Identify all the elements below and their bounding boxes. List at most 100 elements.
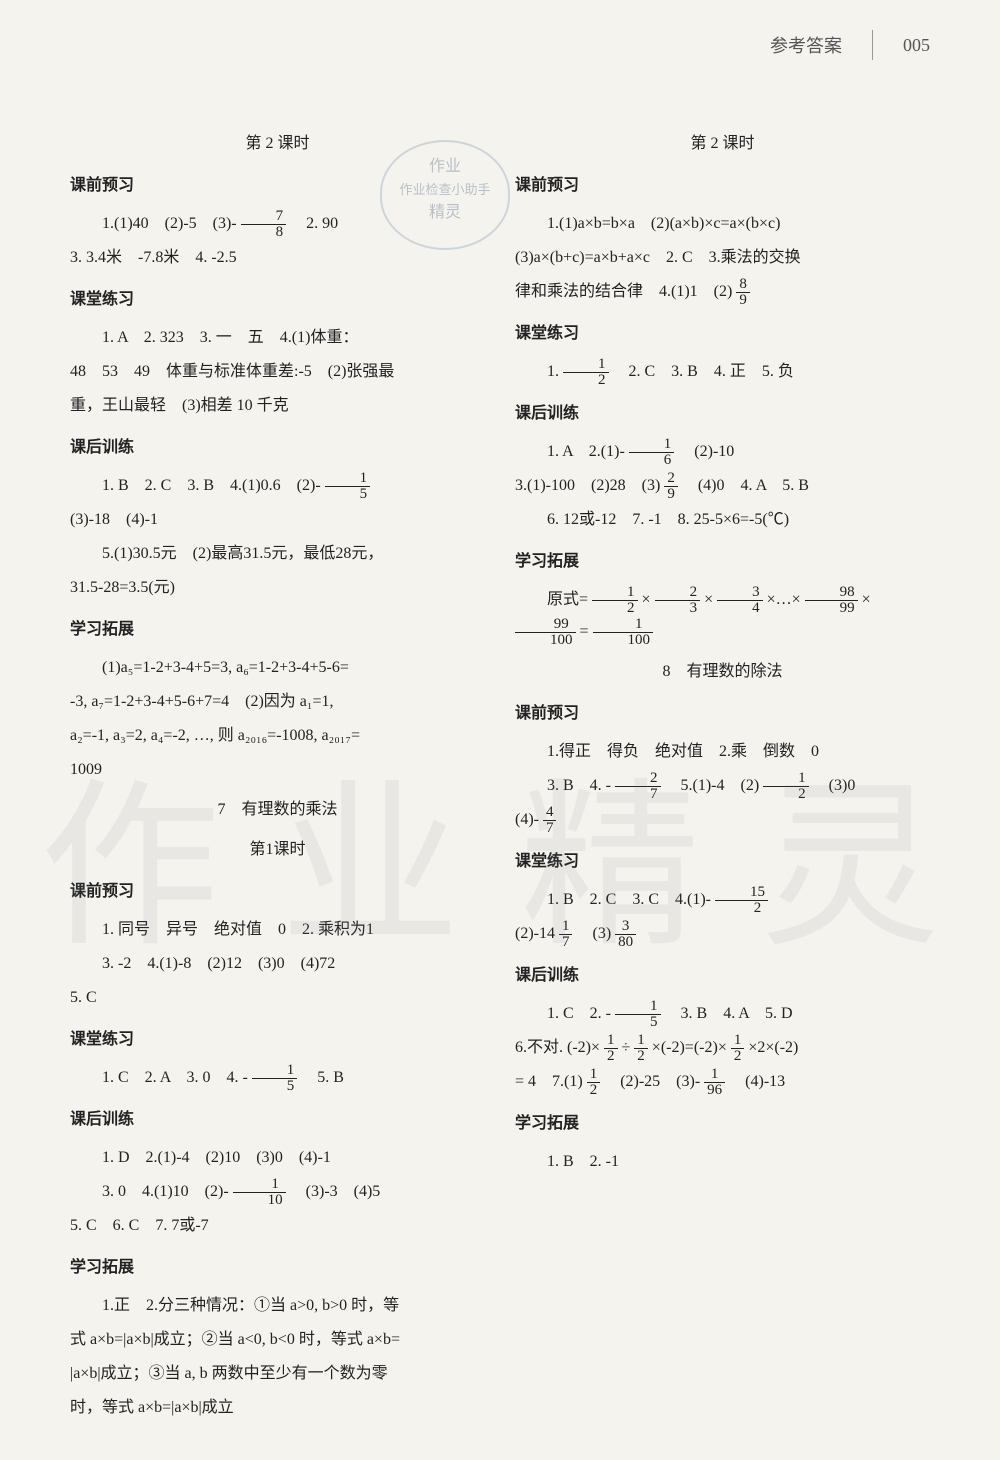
text: (2)-14 [515, 925, 555, 942]
fraction: 12 [634, 1033, 648, 1064]
right-s3-l1: 1. A 2.(1)- 16 (2)-10 [515, 436, 930, 468]
left-s6-l1: 1. C 2. A 3. 0 4. - 15 5. B [70, 1062, 485, 1094]
fraction: 23 [655, 585, 701, 616]
text: × [642, 591, 651, 608]
fraction: 12 [763, 771, 809, 802]
fraction: 380 [615, 919, 636, 950]
text: (4)- [515, 811, 539, 828]
text: ×(-2)=(-2)× [652, 1039, 727, 1056]
fraction: 12 [563, 357, 609, 388]
fraction: 47 [543, 805, 557, 836]
text: 原式= [547, 591, 588, 608]
right-sec8-title: 8 有理数的除法 [515, 656, 930, 688]
right-s5-l1: 1.得正 得负 绝对值 2.乘 倒数 0 [515, 736, 930, 768]
page-root: 参考答案 005 作业 作业检查小助手 精灵 作业 精灵 第 2 课时 课前预习… [0, 0, 1000, 1460]
right-s1-l1: 1.(1)a×b=b×a (2)(a×b)×c=a×(b×c) [515, 208, 930, 240]
text: ×…× [767, 591, 801, 608]
left-s5-l3: 5. C [70, 982, 485, 1014]
fraction: 16 [629, 437, 675, 468]
text: 1. B 2. C 3. C 4.(1)- [547, 891, 711, 908]
right-s8-l1: 1. B 2. -1 [515, 1146, 930, 1178]
right-column: 第 2 课时 课前预习 1.(1)a×b=b×a (2)(a×b)×c=a×(b… [515, 120, 930, 1426]
left-s2-title: 课堂练习 [70, 284, 485, 316]
left-s3-l2: (3)-18 (4)-1 [70, 504, 485, 536]
fraction: 1100 [593, 617, 654, 648]
text: 2. C 3. B 4. 正 5. 负 [613, 363, 794, 380]
fraction: 15 [325, 471, 371, 502]
right-s2-title: 课堂练习 [515, 318, 930, 350]
page-header: 参考答案 005 [770, 30, 930, 60]
left-s4-l4: 1009 [70, 754, 485, 786]
fraction: 15 [615, 999, 661, 1030]
left-s1-l2: 3. 3.4米 -7.8米 4. -2.5 [70, 242, 485, 274]
fraction: 110 [233, 1177, 286, 1208]
header-label: 参考答案 [770, 32, 842, 58]
fraction: 89 [736, 277, 750, 308]
text: (4)0 4. A 5. B [682, 477, 809, 494]
left-s2-l1: 1. A 2. 323 3. 一 五 4.(1)体重： [70, 322, 485, 354]
text: (4)-13 [729, 1073, 785, 1090]
text: × [862, 591, 871, 608]
left-s1-title: 课前预习 [70, 170, 485, 202]
left-s7-title: 课后训练 [70, 1104, 485, 1136]
right-s7-l1: 1. C 2. - 15 3. B 4. A 5. D [515, 998, 930, 1030]
text: 2. 90 [290, 215, 338, 232]
text: 3. 0 4.(1)10 (2)- [102, 1183, 229, 1200]
left-s1-l1: 1.(1)40 (2)-5 (3)- 78 2. 90 [70, 208, 485, 240]
right-s3-title: 课后训练 [515, 398, 930, 430]
text: 5.(1)-4 (2) [665, 777, 760, 794]
header-divider [872, 30, 873, 60]
left-s2-l3: 重，王山最轻 (3)相差 10 千克 [70, 390, 485, 422]
text: 5. B [301, 1069, 344, 1086]
right-s3-l2: 3.(1)-100 (2)28 (3) 29 (4)0 4. A 5. B [515, 470, 930, 502]
fraction: 12 [731, 1033, 745, 1064]
columns: 第 2 课时 课前预习 1.(1)40 (2)-5 (3)- 78 2. 90 … [70, 120, 930, 1426]
left-s3-l4: 31.5-28=3.5(元) [70, 572, 485, 604]
text: 6.不对. (-2)× [515, 1039, 600, 1056]
left-s5-title: 课前预习 [70, 876, 485, 908]
right-s5-title: 课前预习 [515, 698, 930, 730]
left-s6-title: 课堂练习 [70, 1024, 485, 1056]
left-column: 第 2 课时 课前预习 1.(1)40 (2)-5 (3)- 78 2. 90 … [70, 120, 485, 1426]
left-s4-l3: a₂=-1, a₃=2, a₄=-2, …, 则 a₂₀₁₆=-1008, a₂… [70, 720, 485, 752]
fraction: 27 [615, 771, 661, 802]
left-s2-l2: 48 53 49 体重与标准体重差:-5 (2)张强最 [70, 356, 485, 388]
text: 1.(1)40 (2)-5 (3)- [102, 215, 237, 232]
text: = 4 7.(1) [515, 1073, 583, 1090]
text: 3.(1)-100 (2)28 (3) [515, 477, 660, 494]
left-s8-title: 学习拓展 [70, 1252, 485, 1284]
right-s3-l3: 6. 12或-12 7. -1 8. 25-5×6=-5(℃) [515, 504, 930, 536]
fraction: 12 [587, 1067, 601, 1098]
right-s1-l2: (3)a×(b+c)=a×b+a×c 2. C 3.乘法的交换 [515, 242, 930, 274]
left-s7-l1: 1. D 2.(1)-4 (2)10 (3)0 (4)-1 [70, 1142, 485, 1174]
left-s4-title: 学习拓展 [70, 614, 485, 646]
fraction: 9899 [805, 585, 858, 616]
text: (2)-10 [678, 443, 734, 460]
left-s8-l3: |a×b|成立；③当 a, b 两数中至少有一个数为零 [70, 1358, 485, 1390]
text: (3)0 [813, 777, 856, 794]
left-s3-l3: 5.(1)30.5元 (2)最高31.5元，最低28元， [70, 538, 485, 570]
text: ÷ [622, 1039, 631, 1056]
left-s3-l1: 1. B 2. C 3. B 4.(1)0.6 (2)- 15 [70, 470, 485, 502]
left-s5-l1: 1. 同号 异号 绝对值 0 2. 乘积为1 [70, 914, 485, 946]
left-s8-l4: 时，等式 a×b=|a×b|成立 [70, 1392, 485, 1424]
text: 3. B 4. - [547, 777, 611, 794]
right-s6-title: 课堂练习 [515, 846, 930, 878]
right-s5-l2: 3. B 4. - 27 5.(1)-4 (2) 12 (3)0 [515, 770, 930, 802]
left-sec7-sub: 第1课时 [70, 834, 485, 866]
left-s7-l2: 3. 0 4.(1)10 (2)- 110 (3)-3 (4)5 [70, 1176, 485, 1208]
right-s6-l1: 1. B 2. C 3. C 4.(1)- 152 [515, 884, 930, 916]
text: = [580, 623, 589, 640]
fraction: 12 [592, 585, 638, 616]
fraction: 15 [252, 1063, 298, 1094]
fraction: 152 [715, 885, 768, 916]
fraction: 78 [241, 209, 287, 240]
left-s8-l1: 1.正 2.分三种情况：①当 a>0, b>0 时，等 [70, 1290, 485, 1322]
left-s5-l2: 3. -2 4.(1)-8 (2)12 (3)0 (4)72 [70, 948, 485, 980]
right-s5-l3: (4)- 47 [515, 804, 930, 836]
left-s7-l3: 5. C 6. C 7. 7或-7 [70, 1210, 485, 1242]
left-s4-l2: -3, a₇=1-2+3-4+5-6+7=4 (2)因为 a₁=1, [70, 686, 485, 718]
right-s1-title: 课前预习 [515, 170, 930, 202]
right-s7-title: 课后训练 [515, 960, 930, 992]
right-s7-l3: = 4 7.(1) 12 (2)-25 (3)- 196 (4)-13 [515, 1066, 930, 1098]
